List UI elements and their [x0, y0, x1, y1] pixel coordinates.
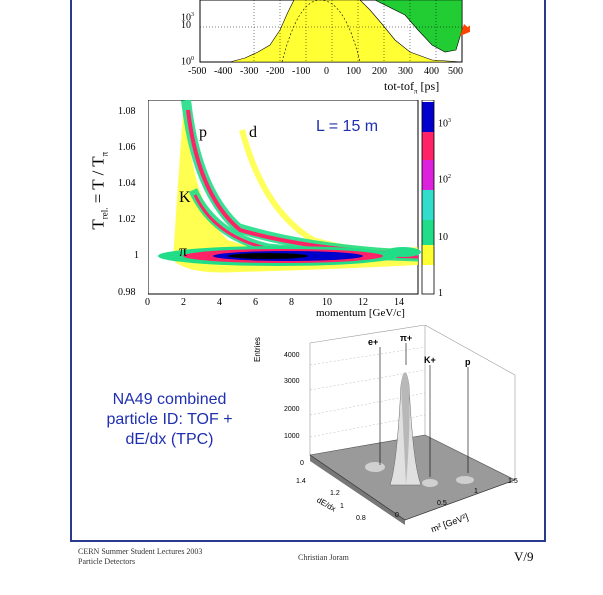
- lego-z-tick: 4000: [284, 352, 300, 359]
- lego-y-tick: 1.4: [296, 478, 306, 485]
- lego-x-tick: 1: [474, 488, 478, 495]
- peak-label-pi: π+: [400, 333, 413, 343]
- lego-3d-plot: [309, 325, 516, 525]
- top-x-tick: -200: [266, 66, 285, 77]
- colorbar-tick: 10: [438, 232, 448, 243]
- peak-label-e: e+: [368, 337, 379, 347]
- top-y-tick-2: 100: [181, 56, 194, 68]
- lego-x-tick: 0: [395, 512, 399, 519]
- middle-y-tick: 1.06: [118, 142, 136, 153]
- colorbar-tick: 102: [438, 174, 451, 186]
- distance-annotation: L = 15 m: [316, 118, 379, 135]
- top-x-tick: 100: [346, 66, 361, 77]
- lego-z-tick: 1000: [284, 433, 300, 440]
- middle-x-tick: 6: [253, 297, 258, 308]
- colorbar-tick: 103: [438, 118, 451, 130]
- particle-label-d: d: [249, 124, 257, 141]
- top-x-tick: 300: [398, 66, 413, 77]
- middle-x-tick: 10: [322, 297, 332, 308]
- lego-x-tick: 1.5: [508, 478, 518, 485]
- top-x-tick: -100: [292, 66, 311, 77]
- slide-caption: NA49 combined particle ID: TOF + dE/dx (…: [82, 390, 257, 450]
- middle-y-tick: 1.04: [118, 178, 136, 189]
- top-x-tick: 0: [324, 66, 329, 77]
- particle-label-p: p: [199, 124, 207, 141]
- middle-y-label: Trel. = T / Tπ: [88, 151, 110, 230]
- particle-label-pi: π: [179, 243, 188, 260]
- lego-z-tick: 2000: [284, 406, 300, 413]
- page-number: V/9: [514, 549, 534, 564]
- trel-scatter-plot: [148, 100, 435, 295]
- middle-x-tick: 0: [145, 297, 150, 308]
- caption-line: particle ID: TOF +: [106, 411, 233, 428]
- top-x-ticks: -500 -400 -300 -200 -100 0 100 200 300 4…: [188, 66, 478, 78]
- middle-x-label: momentum [GeV/c]: [316, 307, 405, 319]
- tof-histogram: [199, 0, 470, 63]
- peak-label-p: p: [465, 357, 471, 367]
- particle-label-k: K: [179, 189, 191, 206]
- top-x-label: tot-tofπ [ps]: [384, 79, 440, 96]
- lego-y-tick: 0.8: [356, 515, 366, 522]
- top-y-tick-1: 10: [181, 20, 191, 31]
- caption-line: dE/dx (TPC): [125, 431, 214, 448]
- slide-border: [70, 0, 546, 542]
- middle-x-tick: 12: [358, 297, 368, 308]
- footer-event: CERN Summer Student Lectures 2003: [78, 547, 203, 556]
- footer-subject: Particle Detectors: [78, 557, 136, 566]
- lego-x-tick: 0.5: [437, 500, 447, 507]
- lego-y-tick: 1: [340, 503, 344, 510]
- middle-y-tick: 1: [134, 250, 139, 261]
- caption-line: NA49 combined: [112, 391, 227, 408]
- top-x-tick: 500: [448, 66, 463, 77]
- middle-y-tick: 1.08: [118, 106, 136, 117]
- top-x-tick: 400: [424, 66, 439, 77]
- lego-z-tick: 0: [300, 460, 304, 467]
- top-x-tick: 200: [372, 66, 387, 77]
- peak-label-k: K+: [424, 355, 436, 365]
- middle-x-tick: 4: [217, 297, 222, 308]
- lego-z-tick: 3000: [284, 378, 300, 385]
- lego-z-label: Entries: [253, 337, 262, 362]
- footer-author: Christian Joram: [298, 553, 349, 562]
- middle-y-tick: 1.02: [118, 214, 136, 225]
- middle-y-tick: 0.98: [118, 287, 136, 298]
- middle-x-tick: 8: [289, 297, 294, 308]
- middle-x-tick: 2: [181, 297, 186, 308]
- lego-y-tick: 1.2: [330, 490, 340, 497]
- top-x-tick: -500: [188, 66, 207, 77]
- colorbar-tick: 1: [438, 288, 443, 299]
- top-y-tick-0: 103: [181, 12, 194, 24]
- top-x-tick: -300: [240, 66, 259, 77]
- top-x-tick: -400: [214, 66, 233, 77]
- middle-x-tick: 14: [394, 297, 404, 308]
